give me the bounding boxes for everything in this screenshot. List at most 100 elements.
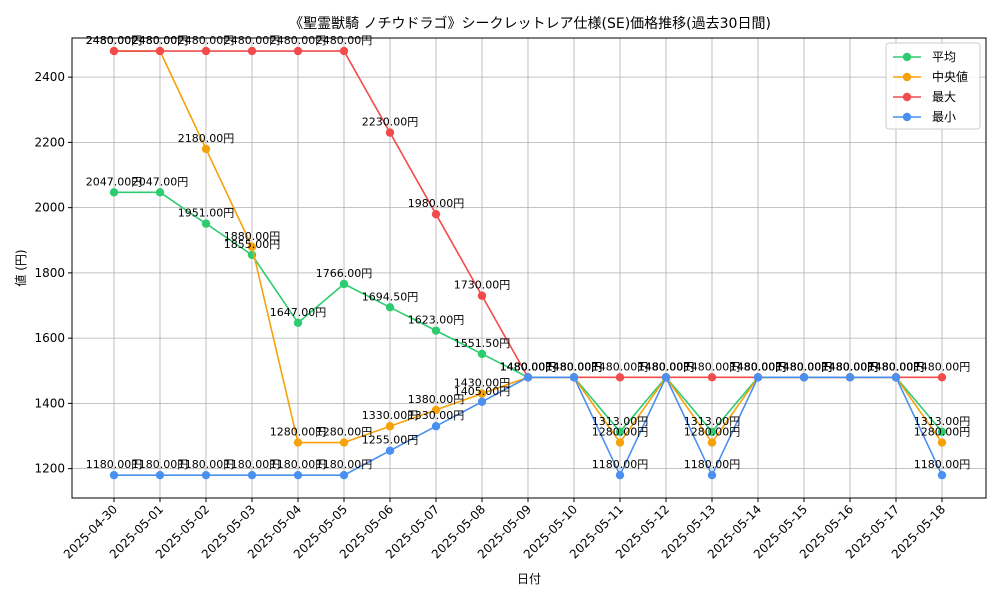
data-label: 1480.00円: [684, 360, 741, 373]
data-label: 1480.00円: [822, 360, 879, 373]
data-label: 1180.00円: [178, 458, 235, 471]
data-label: 1480.00円: [868, 360, 925, 373]
y-tick-label: 2400: [34, 70, 65, 84]
data-point: [615, 373, 625, 382]
data-point: [109, 46, 119, 56]
data-point: [477, 291, 487, 300]
y-axis-label: 値 (円): [13, 249, 28, 286]
data-label: 1480.00円: [638, 360, 695, 373]
data-point: [293, 438, 303, 447]
data-point: [753, 373, 763, 382]
data-label: 1623.00円: [408, 314, 465, 327]
data-label: 1480.00円: [868, 360, 925, 373]
data-label: 1766.00円: [316, 267, 373, 280]
data-point: [661, 373, 671, 382]
data-point: [293, 470, 303, 480]
data-point: [293, 46, 303, 56]
data-label: 1280.00円: [270, 426, 327, 439]
data-point: [707, 427, 717, 436]
data-point: [385, 303, 395, 312]
data-label: 1180.00円: [684, 458, 741, 471]
data-label: 2480.00円: [86, 34, 143, 47]
data-label: 2480.00円: [132, 34, 189, 47]
data-label: 1480.00円: [546, 360, 603, 373]
data-label: 1480.00円: [638, 360, 695, 373]
data-label: 1480.00円: [592, 360, 649, 373]
data-label: 2480.00円: [132, 34, 189, 47]
series-layer: [109, 46, 947, 480]
data-point: [339, 46, 349, 56]
data-label: 1180.00円: [270, 458, 327, 471]
data-point: [477, 397, 487, 406]
data-point: [431, 209, 441, 219]
data-label: 2480.00円: [270, 34, 327, 47]
data-label: 2480.00円: [224, 34, 281, 47]
data-point: [937, 470, 947, 480]
data-label: 1480.00円: [730, 360, 787, 373]
data-point: [431, 405, 441, 415]
data-label: 1480.00円: [730, 360, 787, 373]
data-point: [431, 422, 441, 431]
x-axis-label: 日付: [517, 572, 541, 586]
data-point: [569, 373, 579, 382]
data-label: 2230.00円: [362, 116, 419, 129]
data-label: 1480.00円: [730, 360, 787, 373]
data-label: 1480.00円: [822, 360, 879, 373]
data-label: 1313.00円: [914, 415, 971, 428]
data-point: [845, 373, 855, 382]
x-axis-ticks: 2025-04-302025-05-012025-05-022025-05-03…: [61, 498, 948, 561]
data-point: [247, 242, 257, 251]
chart-title: 《聖霊獣騎 ノチウドラゴ》シークレットレア仕様(SE)価格推移(過去30日間): [289, 15, 771, 32]
data-label: 1855.00円: [224, 238, 281, 251]
data-label: 1480.00円: [638, 360, 695, 373]
data-label: 1480.00円: [822, 360, 879, 373]
data-label: 1480.00円: [500, 360, 557, 373]
y-axis-ticks: 1200 1400 1600 1800 2000 2200 2400: [34, 70, 72, 476]
data-label: 1951.00円: [178, 207, 235, 220]
legend-entry: 最小: [932, 110, 956, 124]
data-point: [707, 470, 717, 480]
data-point: [937, 373, 947, 382]
data-label: 1480.00円: [868, 360, 925, 373]
data-point: [477, 349, 487, 359]
data-label: 1730.00円: [454, 279, 511, 292]
data-label: 1180.00円: [316, 458, 373, 471]
data-label: 1180.00円: [86, 458, 143, 471]
data-point: [339, 470, 349, 480]
data-point: [937, 427, 947, 436]
plot-frame: [71, 37, 987, 499]
data-label: 1280.00円: [914, 426, 971, 439]
y-tick-label: 1400: [34, 396, 65, 410]
data-label: 1180.00円: [592, 458, 649, 471]
data-label: 1480.00円: [868, 360, 925, 373]
legend-entry: 中央値: [932, 69, 968, 84]
data-point: [937, 438, 947, 447]
data-label: 1280.00円: [592, 426, 649, 439]
data-label: 1480.00円: [776, 360, 833, 373]
y-tick-label: 1800: [34, 266, 65, 280]
data-label: 1480.00円: [500, 360, 557, 373]
data-label: 1405.00円: [454, 385, 511, 398]
data-point: [477, 389, 487, 398]
data-point: [615, 427, 625, 436]
data-label: 1180.00円: [914, 458, 971, 471]
data-point: [615, 438, 625, 447]
data-label: 1330.00円: [408, 409, 465, 422]
data-label: 1480.00円: [776, 360, 833, 373]
data-point: [707, 438, 717, 447]
data-label: 1380.00円: [408, 393, 465, 406]
data-label: 1694.50円: [362, 290, 419, 303]
data-point: [109, 470, 119, 480]
legend-swatch-marker: [902, 72, 912, 82]
data-label: 1480.00円: [822, 360, 879, 373]
data-label: 1480.00円: [546, 360, 603, 373]
data-label: 1980.00円: [408, 197, 465, 210]
data-label: 1180.00円: [224, 458, 281, 471]
data-label: 1313.00円: [684, 415, 741, 428]
data-label: 2047.00円: [132, 175, 189, 188]
legend-swatch-marker: [902, 112, 912, 122]
data-point: [201, 144, 211, 154]
data-label: 1255.00円: [362, 434, 419, 447]
data-point: [155, 188, 165, 197]
